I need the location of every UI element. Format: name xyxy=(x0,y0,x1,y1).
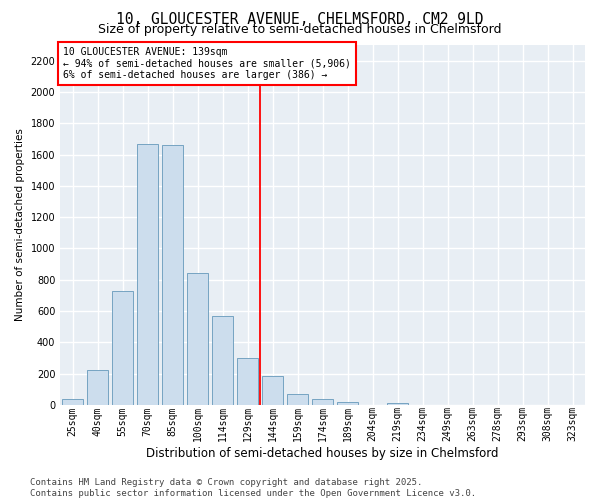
Bar xyxy=(387,403,408,405)
Bar xyxy=(187,272,208,405)
X-axis label: Distribution of semi-detached houses by size in Chelmsford: Distribution of semi-detached houses by … xyxy=(146,447,499,460)
Bar xyxy=(262,376,283,405)
Bar xyxy=(112,290,133,405)
Bar xyxy=(212,316,233,405)
Bar xyxy=(312,400,333,405)
Bar xyxy=(337,402,358,405)
Text: 10 GLOUCESTER AVENUE: 139sqm
← 94% of semi-detached houses are smaller (5,906)
6: 10 GLOUCESTER AVENUE: 139sqm ← 94% of se… xyxy=(63,47,350,80)
Y-axis label: Number of semi-detached properties: Number of semi-detached properties xyxy=(15,128,25,322)
Bar xyxy=(237,358,258,405)
Bar xyxy=(287,394,308,405)
Bar xyxy=(62,398,83,405)
Text: Contains HM Land Registry data © Crown copyright and database right 2025.
Contai: Contains HM Land Registry data © Crown c… xyxy=(30,478,476,498)
Text: Size of property relative to semi-detached houses in Chelmsford: Size of property relative to semi-detach… xyxy=(98,22,502,36)
Bar xyxy=(162,145,183,405)
Bar xyxy=(87,370,108,405)
Text: 10, GLOUCESTER AVENUE, CHELMSFORD, CM2 9LD: 10, GLOUCESTER AVENUE, CHELMSFORD, CM2 9… xyxy=(116,12,484,28)
Bar xyxy=(137,144,158,405)
